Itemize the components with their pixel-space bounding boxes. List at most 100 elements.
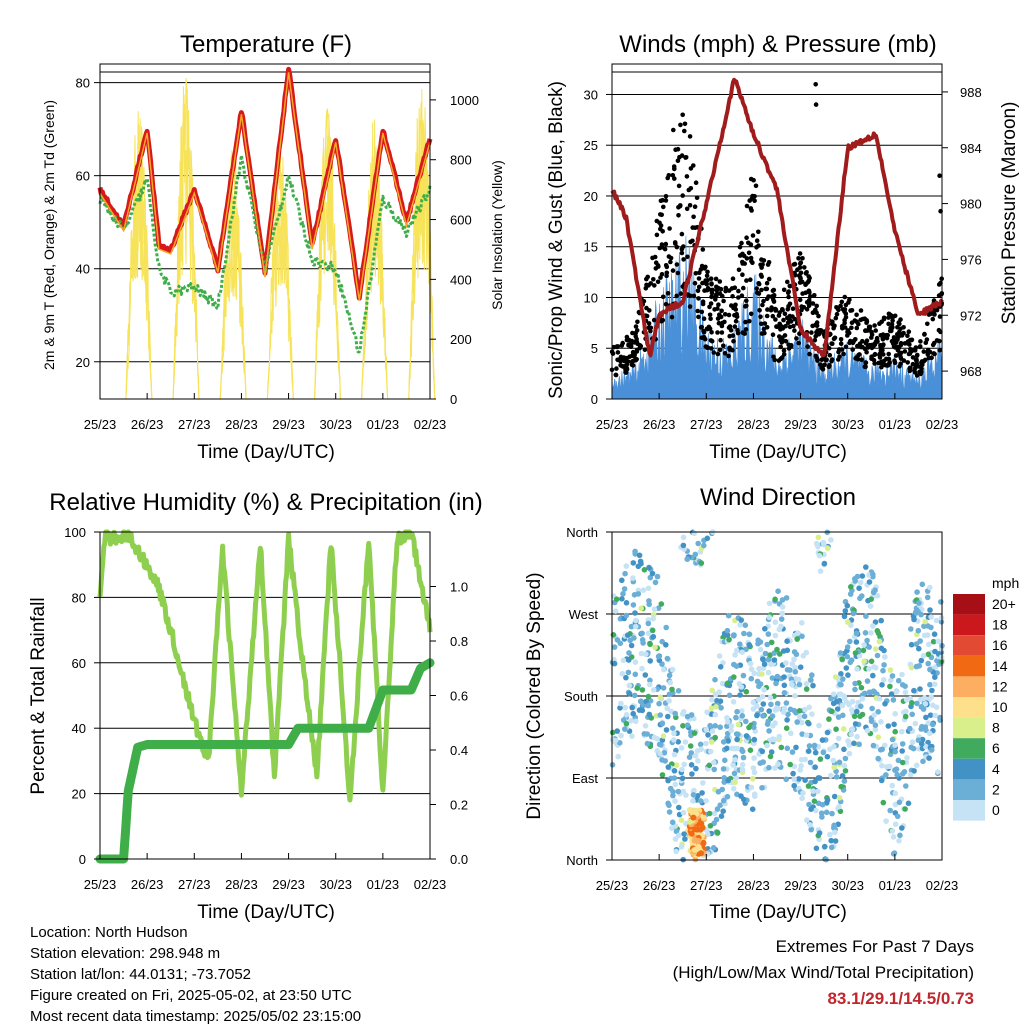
gust-point: [727, 333, 732, 339]
direction-point: [837, 808, 844, 815]
direction-point: [901, 709, 907, 716]
direction-point: [711, 759, 717, 766]
y-tick-label: 5: [591, 341, 598, 356]
gust-point: [740, 272, 745, 278]
gust-point: [630, 330, 635, 336]
direction-point: [878, 777, 885, 784]
direction-y-label: Direction (Colored By Speed): [524, 572, 545, 819]
gust-point: [731, 338, 736, 344]
direction-point: [879, 762, 885, 769]
direction-point: [739, 766, 746, 773]
direction-point: [892, 711, 898, 717]
direction-point: [925, 660, 931, 667]
gust-point: [843, 314, 849, 320]
direction-point: [645, 630, 652, 636]
direction-point: [821, 541, 827, 548]
gust-point: [810, 310, 816, 316]
gust-point: [879, 319, 884, 325]
direction-point: [913, 762, 920, 769]
direction-point: [885, 723, 892, 729]
direction-point: [760, 713, 766, 719]
gust-point: [764, 280, 770, 286]
direction-point: [899, 728, 905, 735]
direction-point: [904, 755, 910, 761]
gust-point: [693, 271, 699, 276]
gust-point: [716, 302, 721, 308]
gust-point: [883, 333, 889, 338]
direction-point: [859, 593, 865, 599]
direction-point: [915, 627, 922, 634]
y-tick-label: 15: [584, 240, 598, 255]
direction-point: [784, 638, 790, 644]
direction-point: [813, 540, 820, 547]
direction-point: [665, 764, 672, 770]
direction-point: [652, 579, 659, 586]
gust-point: [680, 193, 685, 198]
gust-point: [714, 284, 719, 290]
direction-point: [806, 720, 812, 727]
gust-point: [750, 260, 755, 266]
direction-point: [791, 782, 797, 789]
gust-point: [802, 265, 807, 270]
direction-point: [655, 605, 662, 611]
direction-point: [632, 617, 639, 624]
direction-point: [707, 748, 714, 755]
direction-point: [615, 753, 621, 760]
x-tick-label: 25/23: [596, 878, 629, 893]
direction-point: [794, 719, 800, 725]
gust-point: [688, 239, 693, 245]
direction-point: [732, 757, 738, 763]
direction-point: [819, 737, 826, 743]
direction-point: [682, 836, 688, 842]
gust-point: [871, 357, 877, 363]
direction-point: [780, 648, 787, 654]
x-tick-label: 28/23: [225, 417, 258, 432]
gust-point: [715, 351, 721, 357]
gust-point: [614, 366, 619, 371]
gust-point: [759, 287, 764, 293]
direction-point: [670, 792, 676, 799]
direction-point: [638, 560, 644, 567]
direction-point: [822, 843, 828, 850]
gust-point: [814, 303, 819, 309]
gust-point: [862, 316, 868, 322]
direction-point: [671, 737, 677, 743]
x-tick-label: 02/23: [414, 417, 447, 432]
gust-point: [633, 324, 639, 329]
y-tick-label: South: [564, 689, 598, 704]
direction-point: [899, 759, 906, 766]
direction-point: [837, 650, 844, 656]
wind-speed-series: [609, 82, 945, 400]
humidity-y-label: Percent & Total Rainfall: [28, 597, 49, 794]
gust-point: [624, 362, 630, 367]
gust-point: [858, 344, 864, 350]
direction-point: [699, 790, 705, 796]
direction-point: [666, 698, 672, 704]
direction-point: [784, 717, 790, 723]
direction-point: [802, 706, 808, 713]
gust-point: [798, 260, 804, 265]
direction-point: [856, 585, 862, 591]
gust-point: [718, 337, 723, 343]
direction-point: [783, 725, 790, 731]
gust-point: [893, 345, 898, 350]
direction-point: [614, 728, 620, 734]
direction-point: [672, 798, 678, 804]
direction-point: [706, 810, 713, 817]
direction-point: [831, 743, 837, 750]
gust-point: [658, 226, 663, 232]
direction-point: [842, 755, 849, 762]
direction-point: [766, 600, 773, 607]
direction-point: [724, 723, 730, 729]
gust-point: [707, 312, 713, 318]
direction-point: [765, 631, 772, 637]
gust-point: [744, 203, 750, 209]
direction-point: [760, 701, 767, 707]
direction-point: [918, 611, 924, 618]
direction-point: [913, 641, 920, 647]
direction-point: [772, 720, 778, 726]
gust-point: [914, 373, 920, 378]
gust-point: [765, 262, 771, 267]
direction-point: [741, 630, 747, 637]
direction-point: [700, 814, 707, 821]
